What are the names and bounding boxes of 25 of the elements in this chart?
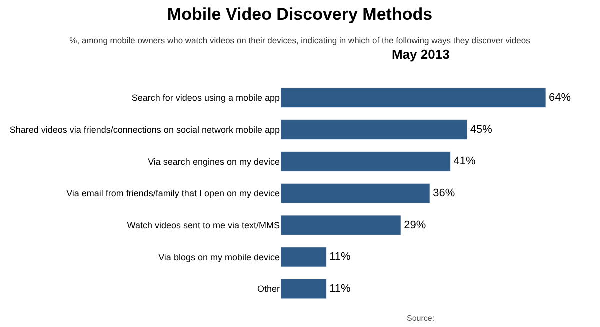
y-tick-label: Via blogs on my mobile device [158, 252, 280, 262]
data-label: 29% [404, 219, 426, 232]
chart-title: Mobile Video Discovery Methods [167, 5, 433, 24]
bar [281, 183, 430, 204]
y-tick-label: Via search engines on my device [148, 156, 280, 167]
bar [281, 88, 546, 108]
bar [281, 278, 327, 300]
data-label: 11% [330, 283, 351, 296]
y-tick-label: Via email from friends/family that I open on my device [66, 188, 280, 199]
data-label: 41% [454, 156, 476, 168]
data-label: 11% [330, 251, 351, 264]
bar [281, 152, 452, 172]
chart-subtitle: %, among mobile owners who watch videos on their devices, indicating in which of the following ways they discover videos [70, 36, 530, 46]
y-tick-label: Search for videos using a mobile app [132, 93, 280, 104]
data-label: 45% [470, 124, 493, 136]
data-label: 36% [433, 188, 456, 200]
y-tick-label: Shared videos via friends/connections on social network mobile app [10, 124, 280, 135]
source-note: Source: [407, 314, 435, 323]
y-tick-label: Other [257, 284, 280, 294]
bar [281, 215, 402, 236]
bar [281, 247, 327, 268]
text: May 2013 [392, 47, 450, 62]
bar [281, 120, 468, 140]
data-label: 64% [549, 92, 572, 104]
y-tick-label: Watch videos sent to me via text/MMS [127, 220, 280, 231]
